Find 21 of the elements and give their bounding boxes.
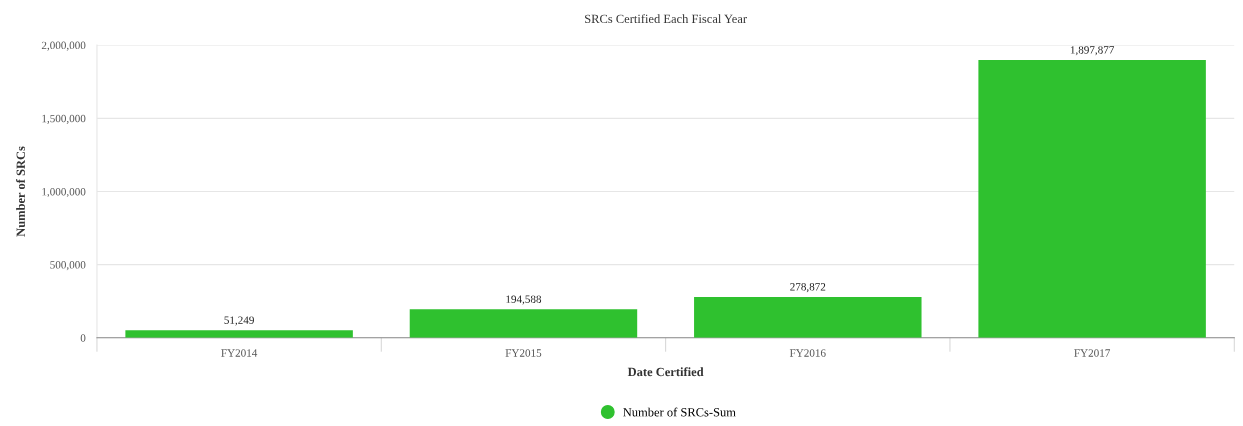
y-tick-label: 1,500,000 — [42, 114, 86, 124]
data-label: 51,249 — [224, 316, 254, 326]
x-tick-label: FY2017 — [1074, 349, 1111, 357]
data-label: 1,897,877 — [1070, 46, 1115, 56]
y-tick-label: 0 — [80, 334, 86, 342]
data-label: 278,872 — [790, 283, 826, 293]
x-tick-label: FY2015 — [505, 349, 542, 357]
y-tick-label: 1,000,000 — [42, 187, 86, 198]
bar — [409, 309, 638, 338]
y-tick-label: 2,000,000 — [41, 41, 86, 51]
y-axis-title: Number of SRCs — [16, 146, 25, 237]
legend-label: Number of SRCs-Sum — [623, 407, 736, 417]
y-tick-label: 500,000 — [50, 261, 86, 271]
bar — [694, 297, 922, 338]
bar — [978, 60, 1206, 338]
x-axis-title: Date Certified — [627, 367, 704, 377]
x-tick-label: FY2016 — [789, 349, 826, 357]
bar — [125, 330, 353, 338]
data-label: 194,588 — [506, 295, 542, 305]
chart-title: SRCs Certified Each Fiscal Year — [585, 14, 747, 24]
x-tick-label: FY2014 — [221, 349, 258, 357]
